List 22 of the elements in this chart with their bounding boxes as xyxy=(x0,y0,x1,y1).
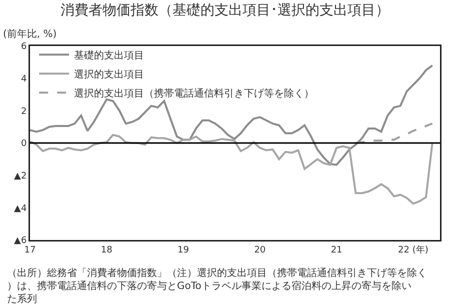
y-tick-label: 2 xyxy=(20,106,27,117)
line-series xyxy=(30,134,434,205)
y-tick-label: 4 xyxy=(20,74,27,84)
y-tick-label: ▲6 xyxy=(14,236,27,246)
y-tick-label: ▲4 xyxy=(14,204,27,214)
y-tick-label: 0 xyxy=(20,139,27,150)
legend-label: 選択的支出項目（携帯電話通信料引き下げ等を除く） xyxy=(74,88,314,100)
x-tick-label: 17 xyxy=(24,245,36,256)
x-tick-label: 19 xyxy=(178,245,190,256)
x-tick-label: 22 (年) xyxy=(398,244,428,256)
line-series xyxy=(354,122,434,144)
chart-title: 消費者物価指数（基礎的支出項目･選択的支出項目） xyxy=(60,2,390,18)
x-tick-label: 21 xyxy=(330,245,342,256)
legend-label: 選択的支出項目 xyxy=(74,68,144,81)
y-tick-label: ▲2 xyxy=(14,171,27,182)
y-axis-title: (前年比, %) xyxy=(3,28,57,40)
legend-label: 基礎的支出項目 xyxy=(74,50,144,62)
x-tick-label: 18 xyxy=(100,245,113,256)
text: （出所）総務省「消費者物価指数」（注）選択的支出項目（携帯電話通信料引き下げ等を除く）は、携帯電話通信料の下落の寄与とGoToトラベル事業による宿泊料の上昇の寄与を除いた系列 xyxy=(7,267,427,304)
x-tick-label: 20 xyxy=(254,245,266,256)
y-tick-label: 6 xyxy=(20,42,27,52)
line-series xyxy=(30,64,434,166)
